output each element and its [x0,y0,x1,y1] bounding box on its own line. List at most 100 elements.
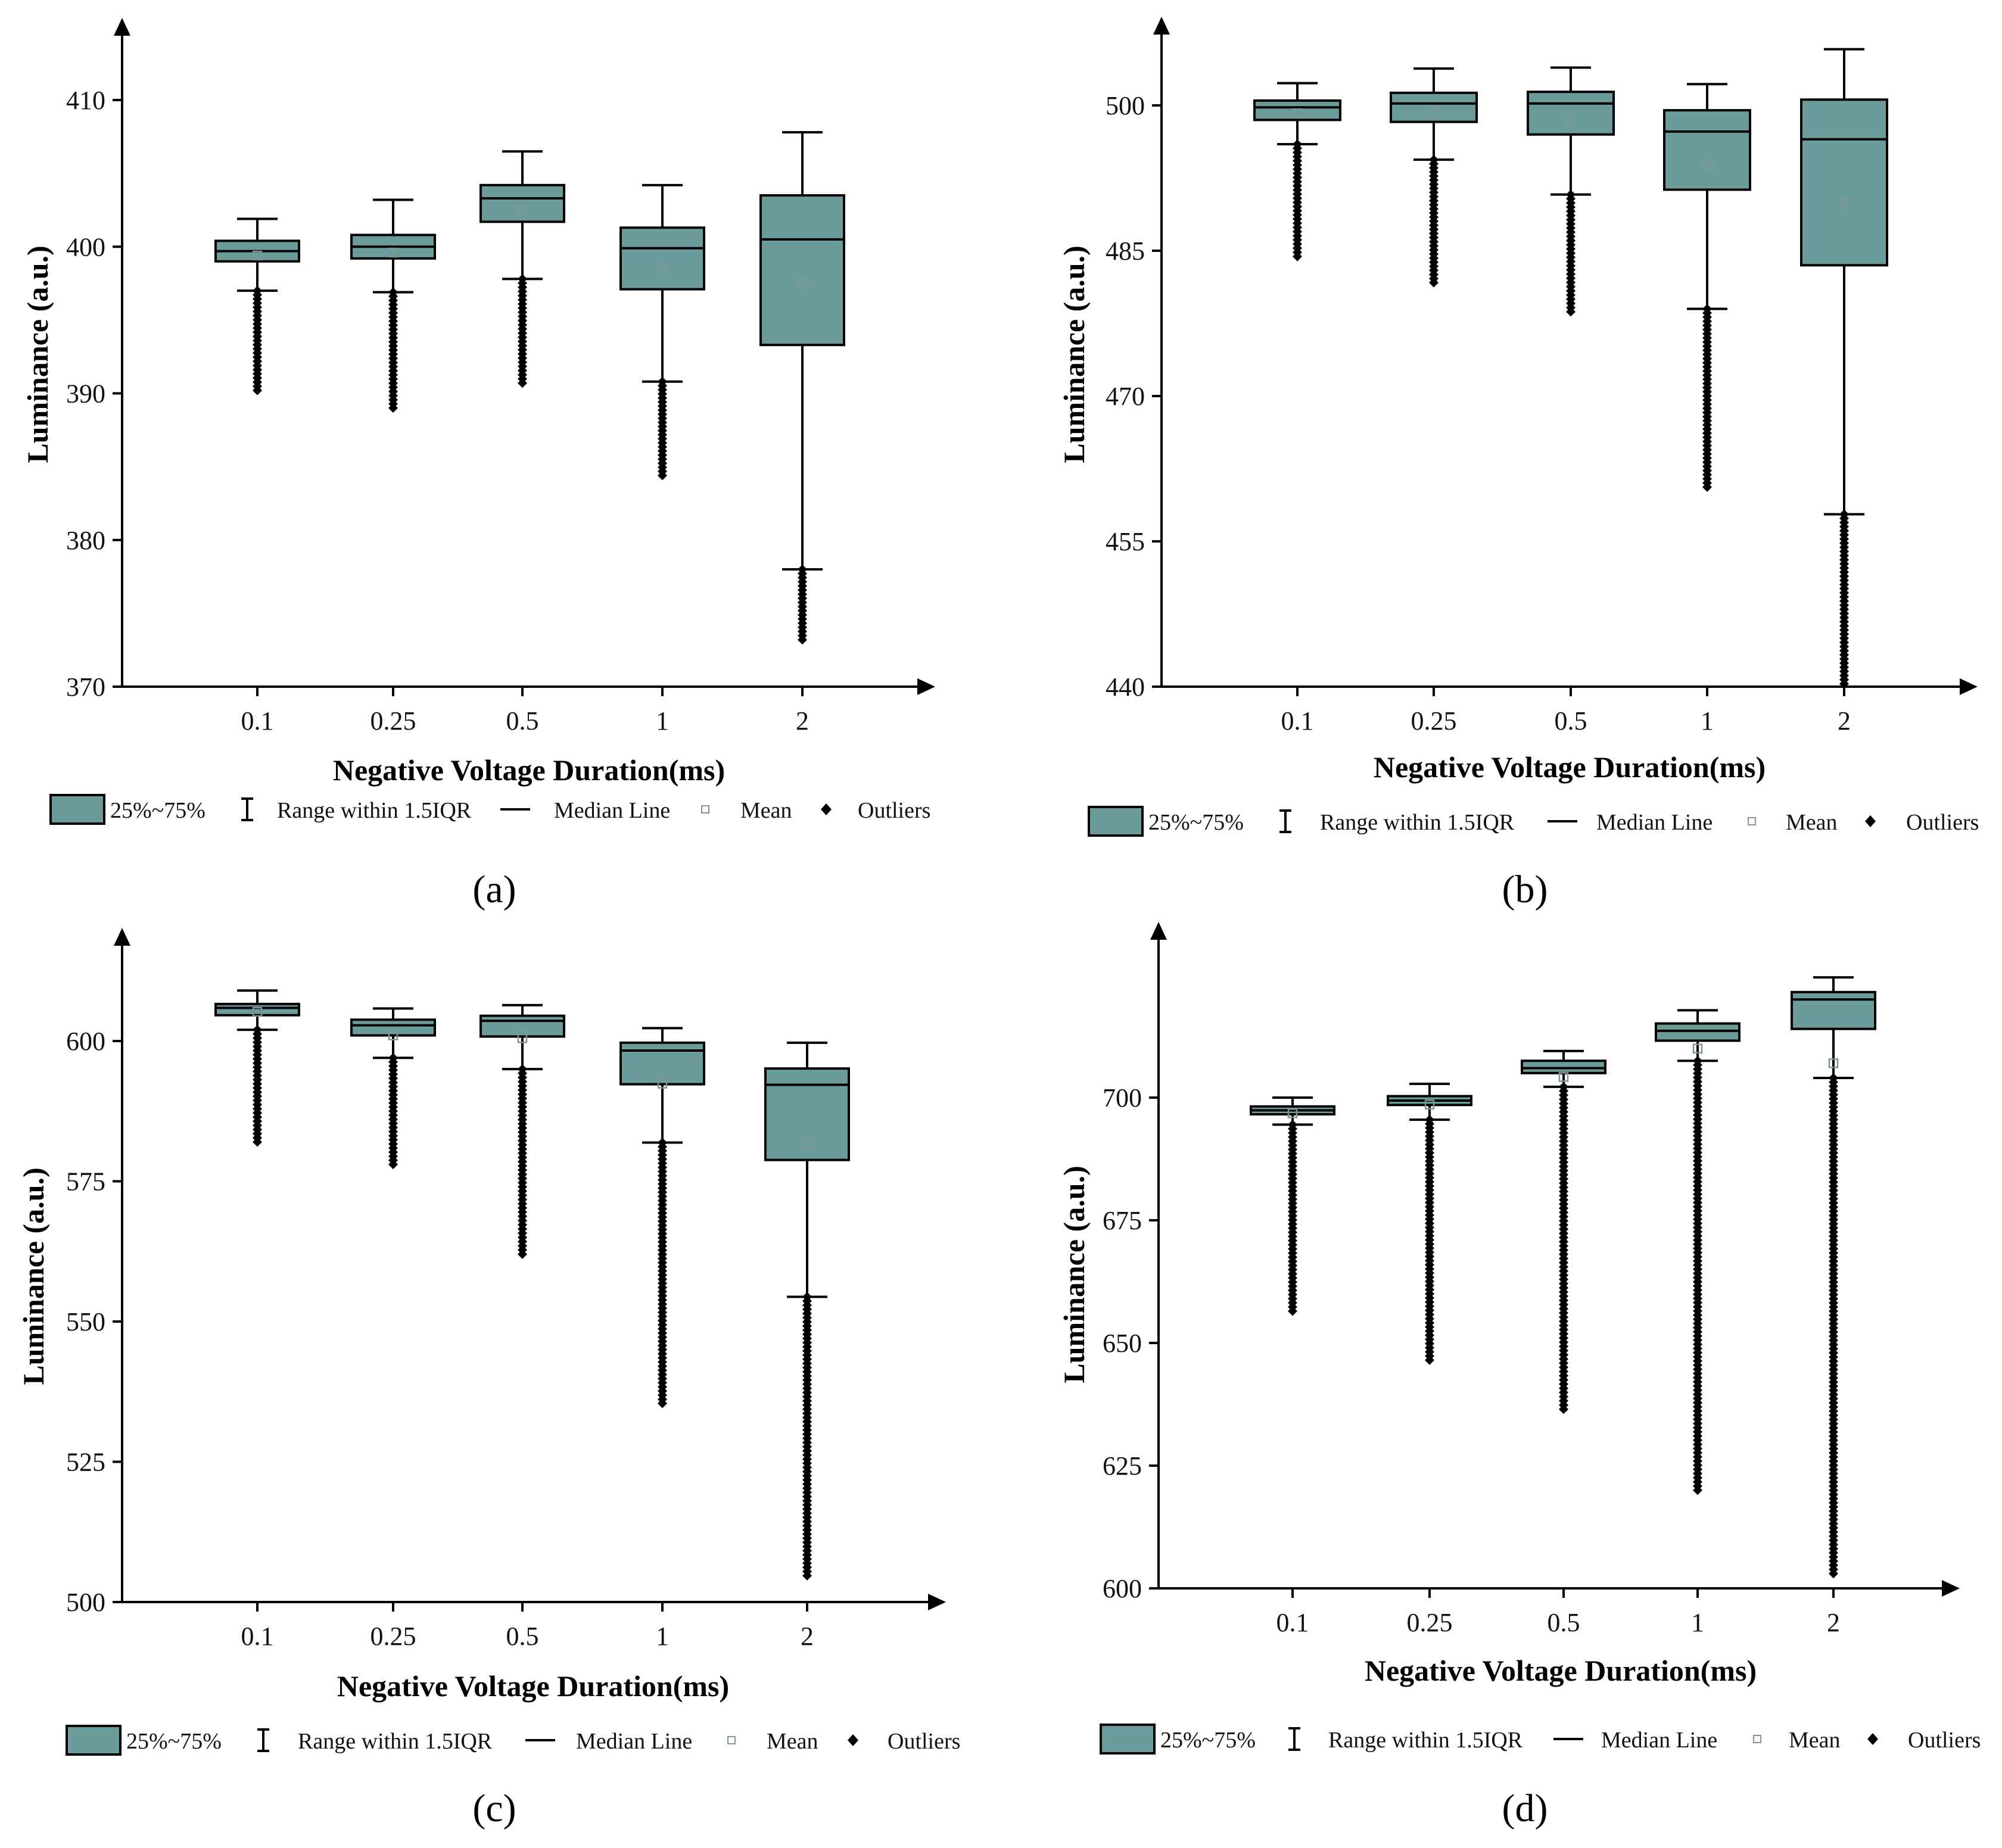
box-plot-1 [1663,83,1751,492]
legend: 25%~75% Range within 1.5IQR Median Line … [66,1725,960,1756]
outlier-marker [1429,278,1439,288]
y-tick-label: 700 [1103,1083,1142,1112]
x-tick-label: 0.25 [370,1622,416,1651]
mean-marker [388,247,398,258]
box-plot-1 [619,183,705,481]
y-tick-label: 410 [66,86,105,115]
y-tick-label: 550 [66,1307,105,1336]
legend: 25%~75% Range within 1.5IQR Median Line … [49,794,930,825]
outlier-marker [518,378,527,388]
outlier-marker [802,1570,812,1581]
outlier-marker [518,1249,527,1259]
box-plot-2 [764,1041,850,1581]
iqr-box [480,183,565,223]
mean-marker [1428,108,1439,119]
y-tick-label: 575 [66,1167,105,1196]
outlier-marker [1293,251,1302,261]
legend-median-label: Median Line [1601,1728,1717,1753]
legend-box-swatch [1088,806,1144,837]
iqr-box [1521,1059,1606,1074]
box-plot-2 [1791,976,1876,1579]
iqr-box [1791,990,1876,1030]
plot-area: 500 525 550 575 600 0.1 0.25 0.5 1 2 [66,928,946,1651]
iqr-box [1655,1022,1741,1042]
panel-label: (a) [472,868,516,911]
outlier-marker [1829,1569,1838,1579]
mean-marker [797,277,808,287]
mean-marker [388,1030,398,1040]
iqr-box [759,194,845,347]
legend-box-label: 25%~75% [1148,810,1244,835]
legend-range-label: Range within 1.5IQR [1320,810,1515,835]
x-tick-label: 1 [1701,706,1714,736]
panel-a: 370 380 390 400 410 0.1 0.25 0.5 1 2 Negative Vol… [21,18,935,911]
mean-marker [252,1006,263,1017]
legend-range-label: Range within 1.5IQR [1328,1728,1523,1753]
iqr-box [619,226,705,291]
legend-box-swatch [49,794,105,825]
panel-label: (d) [1502,1787,1548,1830]
legend-box-swatch [1100,1724,1156,1754]
outlier-marker [1839,679,1849,689]
x-tick-label: 1 [656,706,669,736]
x-tick-label: 0.1 [241,706,274,736]
legend: 25%~75% Range within 1.5IQR Median Line … [1100,1724,1981,1754]
legend-mean-icon [727,1736,736,1744]
outlier-marker [388,403,398,413]
mean-marker [1565,117,1576,127]
outlier-marker [658,1398,667,1408]
mean-marker [1702,159,1713,170]
legend-outlier-icon [1865,815,1876,827]
outlier-marker [388,1160,398,1170]
iqr-box [619,1041,705,1086]
iqr-box [1527,91,1615,136]
y-tick-label: 370 [66,672,105,702]
legend-outlier-label: Outliers [858,798,930,823]
box-plot-0_5 [1527,66,1615,317]
legend-range-icon [1288,1727,1300,1751]
plot-area: 370 380 390 400 410 0.1 0.25 0.5 1 2 [66,18,935,736]
x-tick-label: 0.1 [1276,1608,1309,1637]
x-tick-label: 0.5 [1548,1608,1580,1637]
mean-marker [657,263,668,274]
mean-marker [1692,1043,1703,1054]
outlier-marker [1566,307,1576,317]
legend-range-icon [241,797,253,821]
y-tick-label: 440 [1106,672,1145,702]
y-axis-arrow [1153,17,1170,35]
box-plot-0_25 [350,198,436,413]
plot-area: 440 455 470 485 500 0.1 0.25 0.5 1 2 [1106,17,1978,736]
legend-mean-icon [701,805,709,814]
y-axis-title: Luminance (a.u.) [17,1167,50,1385]
mean-marker [252,250,263,261]
legend-outlier-label: Outliers [1906,810,1979,835]
box-plot-0_25 [1390,67,1478,288]
outlier-marker [1693,1485,1702,1495]
y-axis-title: Luminance (a.u.) [1057,245,1091,463]
box-plot-2 [1800,48,1888,689]
y-tick-label: 650 [1103,1329,1142,1358]
legend-mean-label: Mean [1786,810,1838,835]
y-tick-label: 455 [1106,527,1145,556]
x-tick-label: 0.25 [1411,706,1457,736]
panel-label: (b) [1502,868,1548,911]
legend-mean-label: Mean [1789,1728,1841,1753]
x-tick-label: 0.25 [370,706,416,736]
box-plot-0_5 [1521,1049,1606,1414]
box-plot-0_1 [1250,1096,1335,1316]
mean-marker [802,1139,812,1149]
y-axis-arrow [1150,922,1167,940]
legend-outlier-icon [1867,1733,1878,1745]
box-plot-0_1 [214,989,300,1147]
mean-marker [1292,108,1303,119]
legend-median-label: Median Line [576,1729,692,1754]
legend-outlier-icon [821,803,832,815]
outlier-marker [798,635,807,645]
y-axis-title: Luminance (a.u.) [1057,1165,1091,1383]
x-axis-arrow [1960,678,1978,695]
x-axis-title: Negative Voltage Duration(ms) [337,1669,729,1703]
legend-mean-label: Mean [740,798,792,823]
x-tick-label: 2 [1827,1608,1840,1637]
legend-outlier-label: Outliers [1908,1728,1981,1753]
box-plot-0_1 [214,217,300,395]
